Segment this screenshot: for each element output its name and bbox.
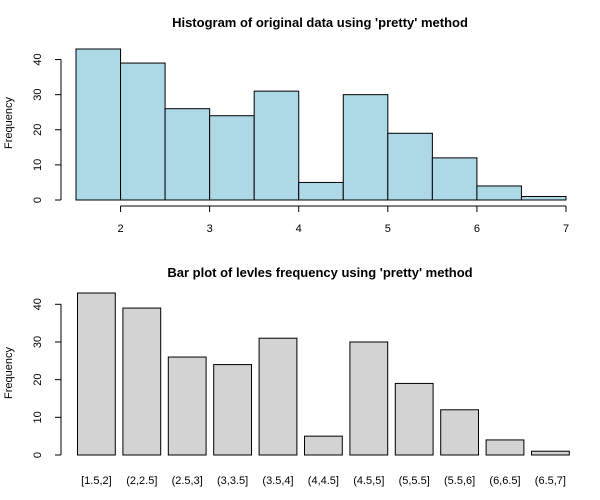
histogram-y-tick-label: 0: [32, 197, 44, 203]
barplot-y-tick-label: 0: [32, 452, 44, 458]
histogram-y-tick-label: 30: [32, 89, 44, 101]
barplot-category-label: (2,2.5]: [126, 475, 157, 487]
barplot-bar: [304, 435, 343, 456]
histogram-bar: [387, 132, 433, 201]
barplot-bar: [531, 450, 570, 456]
histogram-y-tick-label: 40: [32, 53, 44, 65]
barplot-bar: [122, 307, 162, 456]
barplot-bar: [440, 409, 480, 456]
histogram-x-axis: 2 3 4 5 6 7: [117, 205, 569, 235]
barplot-bar: [167, 356, 207, 456]
barplot-y-tick-label: 40: [32, 298, 44, 310]
barplot-bar: [349, 341, 389, 456]
barplot-y-axis: 0 10 20 30 40: [32, 298, 62, 458]
barplot-category-label: (3.5,4]: [262, 475, 293, 487]
barplot-category-label: (3,3.5]: [217, 475, 248, 487]
histogram-panel: Histogram of original data using 'pretty…: [3, 15, 569, 235]
histogram-bar: [253, 90, 300, 201]
histogram-x-tick-label: 5: [385, 223, 391, 235]
barplot-category-label: (4,4.5]: [308, 475, 339, 487]
barplot-category-label: (5.5,6]: [444, 475, 475, 487]
histogram-x-tick-label: 4: [296, 223, 302, 235]
histogram-title: Histogram of original data using 'pretty…: [172, 15, 468, 30]
barplot-bars: [77, 292, 570, 456]
histogram-y-tick-label: 10: [32, 159, 44, 171]
histogram-bar: [209, 115, 255, 201]
barplot-bar: [485, 439, 525, 456]
barplot-category-label: (2.5,3]: [172, 475, 203, 487]
histogram-bar: [476, 185, 522, 201]
histogram-y-axis: 0 10 20 30 40: [32, 53, 62, 203]
barplot-bar: [77, 292, 116, 456]
barplot-panel: Bar plot of levles frequency using 'pret…: [3, 265, 570, 487]
histogram-bar: [120, 62, 166, 201]
histogram-bar: [520, 195, 567, 201]
barplot-y-axis-label: Frequency: [3, 347, 15, 399]
barplot-category-label: (5,5.5]: [399, 475, 430, 487]
barplot-y-tick-label: 30: [32, 336, 44, 348]
barplot-y-tick-label: 10: [32, 411, 44, 423]
barplot-title: Bar plot of levles frequency using 'pret…: [167, 265, 472, 280]
histogram-bars: [75, 48, 567, 201]
barplot-bar: [213, 364, 252, 456]
histogram-bar: [75, 48, 122, 201]
barplot-bar: [394, 382, 434, 456]
histogram-bar: [164, 108, 211, 201]
barplot-category-label: (6,6.5]: [489, 475, 520, 487]
barplot-category-label: [1.5,2]: [81, 475, 112, 487]
barplot-category-label: (4.5,5]: [353, 475, 384, 487]
histogram-x-tick-label: 3: [207, 223, 213, 235]
histogram-x-tick-label: 2: [117, 223, 123, 235]
histogram-bar: [298, 181, 344, 201]
histogram-y-tick-label: 20: [32, 124, 44, 136]
barplot-bar: [258, 337, 298, 456]
histogram-bar: [342, 94, 389, 201]
histogram-y-axis-label: Frequency: [3, 97, 15, 149]
barplot-category-label: (6.5,7]: [535, 475, 566, 487]
histogram-bar: [431, 157, 478, 201]
barplot-y-tick-label: 20: [32, 374, 44, 386]
barplot-x-axis: [1.5,2] (2,2.5] (2.5,3] (3,3.5] (3.5,4] (4,4.…: [81, 475, 566, 487]
histogram-x-tick-label: 7: [563, 223, 569, 235]
histogram-x-tick-label: 6: [474, 223, 480, 235]
